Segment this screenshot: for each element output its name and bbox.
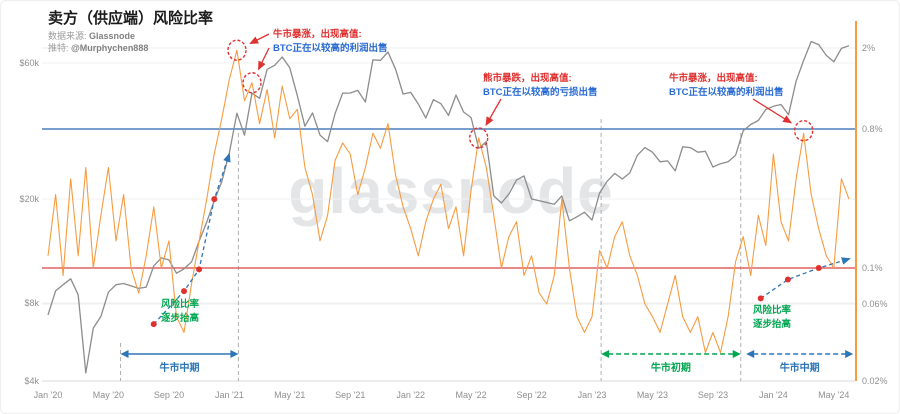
phase-label: 牛市中期 bbox=[780, 361, 820, 374]
peak-highlight-circle bbox=[793, 119, 814, 142]
risk-trend-note-line1: 风险比率 bbox=[161, 298, 200, 310]
phase-label: 牛市初期 bbox=[651, 361, 691, 374]
right-axis-tick-label: 0.02% bbox=[862, 376, 888, 386]
twitter-line: 推特: @Murphychen888 bbox=[48, 41, 348, 54]
risk-trend-note-line2: 逐步抬高 bbox=[753, 318, 792, 330]
x-axis-tick-label: Jan '22 bbox=[396, 390, 425, 400]
btc-price-line bbox=[47, 40, 850, 374]
x-axis-tick-label: Jan '23 bbox=[578, 390, 607, 400]
right-axis-tick-label: 0.8% bbox=[862, 124, 883, 134]
risk-ratio-line bbox=[47, 49, 850, 354]
twitter-handle: @Murphychen888 bbox=[71, 43, 149, 53]
risk-trend-dot bbox=[815, 265, 822, 271]
data-source-value: Glassnode bbox=[89, 31, 136, 41]
risk-trend-dot bbox=[784, 276, 791, 283]
phase-arrow-left bbox=[601, 350, 610, 358]
phase-arrow-right bbox=[732, 350, 741, 358]
x-axis-tick-label: May '24 bbox=[818, 390, 849, 400]
phase-arrow-right bbox=[845, 350, 854, 358]
x-axis-tick-label: May '23 bbox=[637, 390, 668, 400]
x-axis-tick-label: Jan '21 bbox=[215, 390, 244, 400]
callout-text-line2: BTC正在以较高的利润出售 bbox=[669, 86, 784, 98]
callout-arrow bbox=[485, 98, 502, 127]
x-axis-tick-label: May '22 bbox=[455, 390, 486, 400]
x-axis-tick-label: Jan '20 bbox=[34, 390, 63, 400]
callout-arrow bbox=[249, 33, 270, 45]
x-axis-tick-label: Jan '24 bbox=[759, 390, 788, 400]
risk-trend-dot bbox=[757, 295, 764, 302]
callout-text-line1: 熊市暴跌，出现高值: bbox=[483, 72, 572, 84]
phase-arrow-right bbox=[230, 350, 239, 358]
left-axis-tick-label: $4k bbox=[24, 376, 39, 386]
risk-trend-dot bbox=[150, 321, 157, 328]
peak-highlight-circle bbox=[469, 127, 489, 149]
left-axis-tick-label: $60k bbox=[19, 58, 39, 68]
callout-text-line1: 牛市暴涨，出现高值: bbox=[273, 28, 362, 40]
risk-trend-arrow bbox=[760, 257, 851, 299]
callout-text-line2: BTC正在以较高的利润出售 bbox=[273, 42, 388, 54]
phase-arrow-left bbox=[120, 350, 129, 358]
left-axis-tick-label: $8k bbox=[24, 298, 39, 308]
callout-arrow bbox=[258, 47, 270, 71]
right-axis-tick-label: 0.06% bbox=[862, 299, 888, 309]
data-source-line: 数据来源: Glassnode bbox=[48, 29, 348, 42]
x-axis-tick-label: Sep '22 bbox=[517, 390, 547, 400]
risk-trend-note-line1: 风险比率 bbox=[753, 304, 792, 316]
data-source-label: 数据来源: bbox=[48, 31, 87, 41]
glassnode-watermark: glassnode bbox=[288, 155, 614, 227]
callout-text-line2: BTC正在以较高的亏损出售 bbox=[483, 86, 598, 98]
left-axis-tick-label: $20k bbox=[19, 194, 39, 204]
x-axis-tick-label: May '21 bbox=[274, 390, 305, 400]
page-title: 卖方（供应端）风险比率 bbox=[48, 10, 214, 27]
x-axis-tick-label: May '20 bbox=[93, 390, 124, 400]
risk-trend-dot bbox=[196, 266, 203, 273]
x-axis-tick-label: Sep '23 bbox=[698, 390, 728, 400]
callout-text-line1: 牛市暴涨，出现高值: bbox=[669, 72, 758, 84]
right-axis-tick-label: 2% bbox=[862, 43, 875, 53]
right-axis-tick-label: 0.1% bbox=[862, 263, 883, 273]
peak-highlight-circle bbox=[227, 39, 247, 61]
risk-trend-dot bbox=[211, 196, 218, 203]
twitter-label: 推特: bbox=[48, 43, 69, 53]
peak-highlight-circle bbox=[242, 72, 262, 94]
x-axis-tick-label: Sep '20 bbox=[154, 390, 184, 400]
risk-trend-dot bbox=[181, 288, 188, 295]
phase-arrow-left bbox=[746, 350, 755, 358]
callout-arrow bbox=[752, 98, 793, 124]
phase-label: 牛市中期 bbox=[159, 361, 199, 374]
risk-trend-note-line2: 逐步抬高 bbox=[161, 312, 200, 324]
x-axis-tick-label: Sep '21 bbox=[335, 390, 365, 400]
